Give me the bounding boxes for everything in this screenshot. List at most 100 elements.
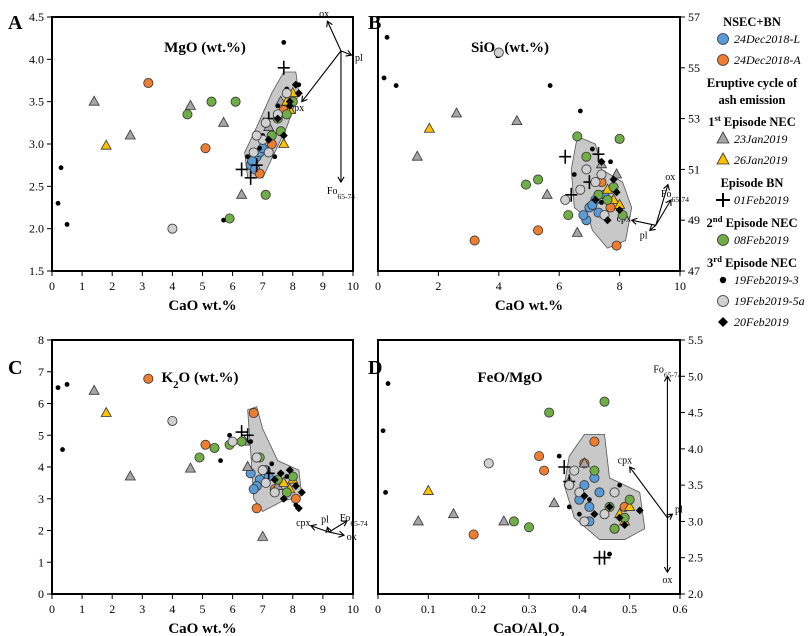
vector-line (340, 50, 352, 56)
legend-label: 24Dec2018-A (734, 53, 801, 67)
data-point (182, 109, 193, 120)
data-point (236, 436, 247, 447)
x-tick-label: 0.1 (421, 602, 436, 616)
data-point (260, 189, 271, 200)
y-tick-label: 3.5 (29, 95, 44, 109)
data-point (297, 488, 306, 497)
data-point (279, 494, 288, 503)
vector-line (328, 520, 348, 533)
panel-letter: A (8, 12, 23, 34)
legend-heading: Episode BN (721, 176, 784, 190)
data-point (565, 187, 578, 202)
x-tick-label: 0.6 (673, 602, 688, 616)
data-point (285, 97, 294, 106)
y-tick-label: 55 (688, 61, 700, 75)
y-tick-label: 5.5 (688, 333, 703, 347)
data-point (469, 235, 480, 246)
data-point (230, 96, 241, 107)
legend-label: 08Feb2019 (734, 233, 789, 247)
x-tick-label: 0 (375, 279, 381, 293)
legend-marker (716, 193, 730, 207)
x-tick-label: 8 (617, 279, 623, 293)
y-tick-label: 57 (688, 10, 700, 24)
data-point (251, 130, 262, 141)
panel-title: SiO2 (wt.%) (471, 40, 549, 61)
x-tick-label: 0 (49, 279, 55, 293)
data-point (218, 458, 223, 464)
legend-heading: 1st Episode NEC (708, 113, 796, 129)
vector-label: ox (665, 172, 675, 183)
data-point (269, 487, 280, 498)
vector-arrowhead (629, 466, 636, 474)
data-point (248, 147, 259, 158)
vector-arrowhead (665, 198, 672, 206)
data-point (581, 164, 592, 175)
data-point (294, 89, 303, 98)
data-point (206, 96, 217, 107)
vector-line (629, 466, 668, 519)
vector-arrowhead (663, 375, 671, 382)
data-point (598, 550, 611, 565)
x-tick-label: 0 (375, 602, 381, 616)
data-point (450, 107, 463, 118)
data-point (143, 373, 154, 384)
data-point (599, 509, 610, 520)
data-point (58, 165, 64, 171)
y-tick-label: 4.5 (29, 10, 44, 24)
panel-a: A 0 1 2 3 4 5 6 7 8 9 10 1.5 2.0 2.5 3.0 3.5 4.0 4.5 MgO (w… (8, 9, 363, 314)
data-point (380, 428, 386, 434)
data-point (273, 114, 282, 123)
x-tick-label: 0.4 (572, 602, 587, 616)
vector-label: pl (640, 231, 648, 242)
data-point (605, 502, 614, 511)
data-point (257, 530, 269, 541)
panel-letter: C (8, 357, 22, 379)
data-point (623, 500, 636, 511)
data-point (167, 415, 178, 426)
legend-label: 23Jan2019 (734, 132, 787, 146)
x-tick-label: 0.3 (522, 602, 537, 616)
data-point (589, 436, 600, 447)
vector-arrowhead (666, 513, 674, 520)
legend-marker (717, 33, 729, 45)
x-tick-label: 6 (230, 279, 236, 293)
vector-label: pl (321, 515, 329, 526)
data-point (385, 381, 391, 386)
legend-heading: NSEC+BN (723, 15, 781, 29)
data-point (547, 83, 553, 88)
data-point (564, 480, 575, 491)
x-tick-label: 8 (290, 279, 296, 293)
data-point (599, 200, 604, 205)
y-tick-label: 2.0 (688, 587, 703, 601)
data-point (572, 131, 583, 142)
y-tick-label: 3.0 (29, 137, 44, 151)
data-point (217, 116, 230, 127)
data-point (124, 470, 136, 481)
y-tick-label: 4.0 (29, 52, 44, 66)
data-point (200, 143, 211, 154)
data-point (539, 465, 550, 476)
data-point (423, 122, 436, 133)
data-point (608, 159, 613, 165)
vector-arrowhead (325, 526, 333, 534)
data-point (607, 551, 612, 557)
x-tick-label: 0.5 (622, 602, 637, 616)
vector-label: cpx (618, 456, 632, 467)
data-point (281, 88, 292, 99)
plot-frame (51, 339, 354, 595)
y-tick-label: 47 (688, 264, 700, 278)
data-point (609, 487, 620, 498)
y-tick-label: 3 (38, 492, 44, 506)
data-point (88, 95, 100, 106)
data-point (88, 384, 100, 395)
data-point (624, 494, 635, 505)
data-point (227, 432, 232, 438)
y-tick-label: 0 (38, 587, 44, 601)
legend-label: 01Feb2019 (734, 193, 789, 207)
vector-line (310, 525, 330, 533)
x-tick-label: 10 (347, 602, 359, 616)
vector-label: cpx (296, 518, 310, 529)
data-point (281, 109, 292, 120)
data-point (590, 510, 599, 519)
panel-c: C 0 1 2 3 4 5 6 7 8 9 10 0 1 2 3 4 5 6 7 8 K2O (wt.%) CaO wt.%… (8, 333, 368, 636)
